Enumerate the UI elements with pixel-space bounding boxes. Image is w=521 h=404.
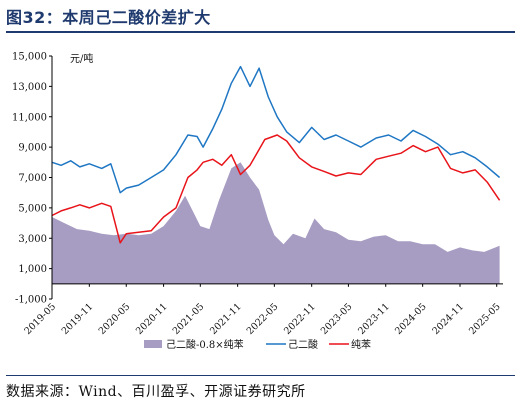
figure-title: 图32：本周己二酸价差扩大 [6,8,211,27]
x-tick-label: 2023-11 [356,301,392,337]
x-tick-label: 2020-11 [134,301,170,337]
legend-benzene-label: 纯苯 [351,338,371,351]
y-tick-label: 3,000 [18,234,47,245]
series-adipic-line [51,65,501,194]
legend-spread-label: 己二酸-0.8×纯苯 [166,338,244,351]
y-tick-label: 13,000 [12,82,47,93]
bottom-rule [6,375,515,376]
x-tick-label: 2025-05 [467,301,503,337]
area-layer [52,162,500,284]
title-rule [6,31,515,33]
x-tick-label: 2024-05 [393,301,429,337]
x-tick-label: 2019-11 [60,301,96,337]
source-note: 数据来源：Wind、百川盈孚、开源证券研究所 [6,384,306,400]
x-tick-label: 2023-05 [319,301,355,337]
x-tick-label: 2020-05 [97,301,133,337]
legend: 己二酸-0.8×纯苯 己二酸 纯苯 [144,338,371,351]
x-tick-label: 2021-11 [208,301,244,337]
series-spread-area [52,162,500,284]
y-tick-label: 15,000 [12,52,47,63]
x-tick-label: 2022-05 [245,301,281,337]
y-tick-label: 1,000 [18,264,47,275]
x-tick-label: 2024-11 [430,301,466,337]
x-tick-label: 2021-05 [171,301,207,337]
x-tick-label: 2022-11 [282,301,318,337]
x-tick-label: 2019-05 [22,301,58,337]
y-tick-label: 9,000 [18,143,47,154]
y-tick-label: 11,000 [12,112,47,123]
y-tick-label: 7,000 [18,173,47,184]
y-tick-label: 5,000 [18,203,47,214]
y-tick-label: -1,000 [15,295,47,306]
unit-label: 元/吨 [70,52,93,65]
series-benzene-line [51,134,501,244]
chart: -1,000 1,000 3,000 5,000 7,000 9,000 11,000 13,… [12,52,503,351]
line-layer [51,65,501,244]
legend-adipic-label: 己二酸 [288,338,318,351]
legend-spread-swatch [144,340,162,348]
